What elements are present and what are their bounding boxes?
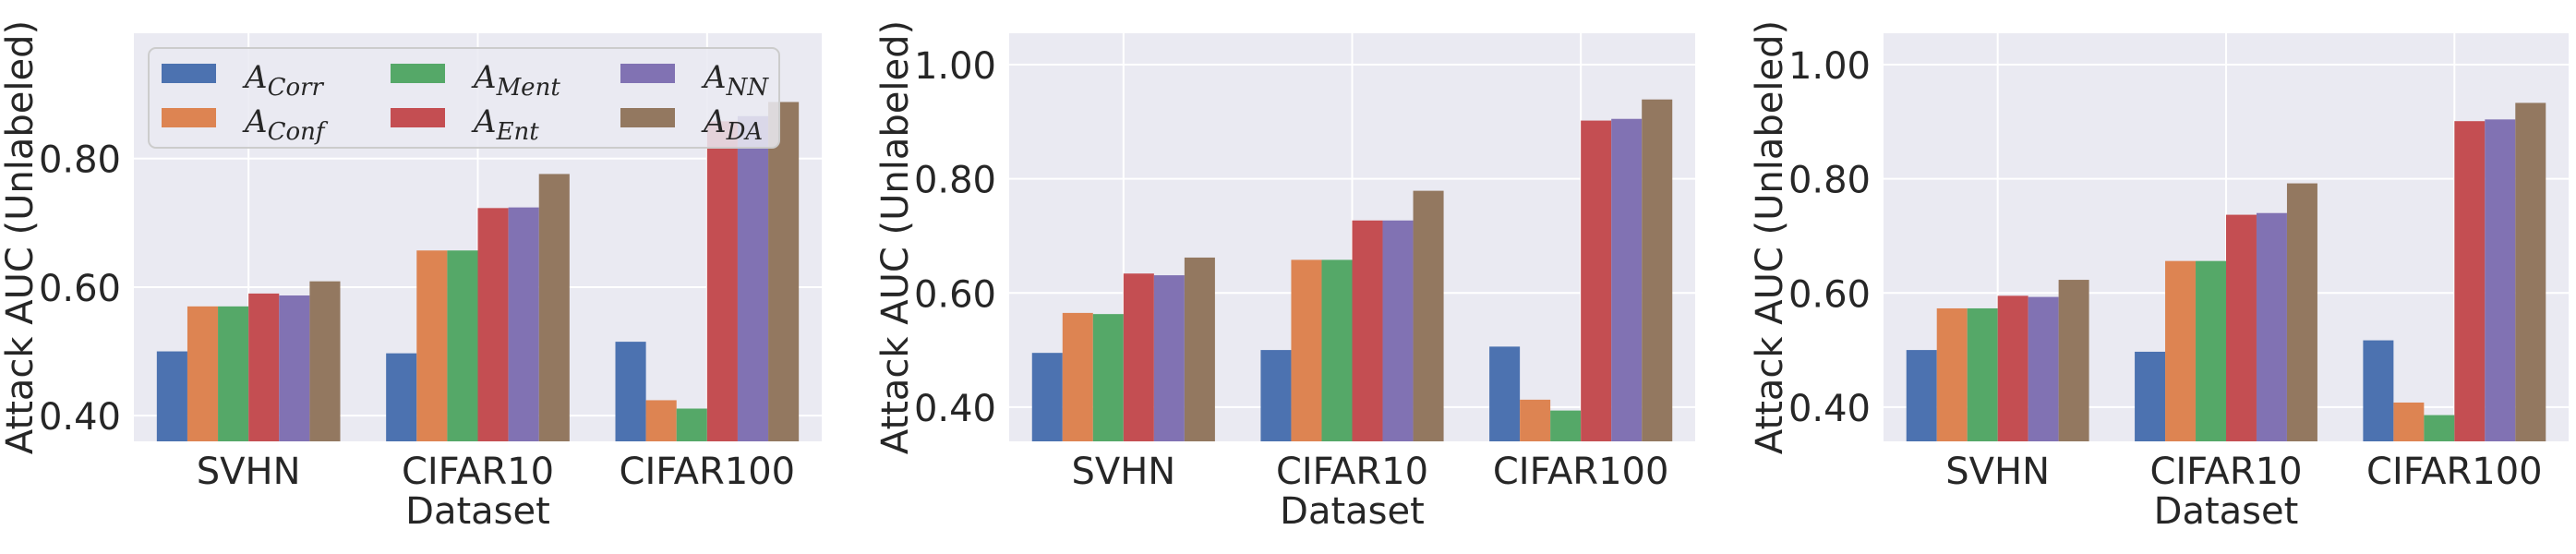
bar-da-svhn	[1184, 257, 1215, 441]
bar-corr-cifar100	[2363, 340, 2394, 441]
bar-conf-cifar10	[1291, 259, 1322, 441]
bar-ent-cifar10	[477, 208, 509, 441]
legend-label-conf: AConf	[242, 103, 329, 146]
y-tick-label: 0.40	[39, 396, 121, 439]
bar-ent-svhn	[1123, 273, 1154, 441]
y-tick-label: 0.80	[39, 139, 121, 182]
bar-ment-cifar10	[2196, 260, 2226, 441]
y-tick-label: 0.80	[914, 160, 996, 202]
chart-panel-3: 0.40 0.60 0.80 1.00 SVHN CIFAR10 CIFAR100 Datas…	[1749, 20, 2569, 533]
bar-nn-cifar10	[2256, 212, 2287, 441]
legend-label-da: ADA	[701, 103, 763, 146]
bar-ent-cifar10	[2226, 214, 2257, 441]
x-axis-label: Dataset	[1280, 490, 1425, 533]
bar-ment-cifar10	[447, 250, 478, 441]
bar-conf-svhn	[1936, 307, 1968, 441]
bar-ent-svhn	[1997, 295, 2028, 441]
bar-corr-cifar10	[1260, 350, 1292, 441]
y-tick-label: 0.60	[914, 273, 996, 316]
bar-conf-cifar10	[416, 250, 448, 441]
bar-conf-cifar10	[2165, 260, 2197, 441]
x-tick-label: CIFAR100	[1493, 451, 1669, 493]
bar-nn-cifar100	[737, 115, 769, 442]
bar-conf-svhn	[1062, 312, 1093, 441]
legend-swatch-nn	[620, 64, 675, 83]
bar-corr-cifar10	[386, 353, 417, 441]
bar-ment-svhn	[1092, 314, 1124, 441]
bar-ent-cifar10	[1352, 220, 1383, 441]
bar-da-svhn	[309, 281, 341, 441]
bar-ment-cifar100	[1550, 410, 1582, 441]
bar-conf-cifar100	[1520, 399, 1551, 441]
bar-nn-cifar100	[2485, 119, 2516, 441]
bar-corr-cifar100	[1489, 346, 1521, 441]
bar-conf-cifar100	[2393, 402, 2425, 441]
bar-ment-svhn	[1967, 307, 1998, 441]
bar-corr-svhn	[1031, 353, 1063, 441]
bar-da-cifar10	[2286, 183, 2317, 441]
bar-conf-svhn	[187, 306, 219, 441]
bar-corr-svhn	[1906, 350, 1937, 441]
y-tick-label: 0.40	[914, 388, 996, 430]
x-tick-label: SVHN	[197, 451, 301, 493]
bar-da-cifar10	[1413, 190, 1444, 442]
legend-box	[148, 47, 780, 149]
x-tick-label: CIFAR10	[402, 451, 554, 493]
bar-nn-cifar10	[508, 207, 539, 441]
bar-nn-svhn	[1153, 275, 1185, 441]
bar-ment-cifar100	[676, 408, 707, 441]
legend-label-corr: ACorr	[242, 59, 325, 102]
legend-label-ent: AEnt	[471, 103, 539, 146]
chart-panel-2: 0.40 0.60 0.80 1.00 SVHN CIFAR10 CIFAR100 Datas…	[874, 20, 1695, 533]
bar-nn-cifar10	[1382, 220, 1414, 441]
y-axis-label: Attack AUC (Unlabeled)	[874, 20, 917, 454]
legend-label-ment: AMent	[471, 59, 560, 102]
x-axis-label: Dataset	[2154, 490, 2299, 533]
legend-swatch-ment	[391, 64, 445, 83]
x-tick-label: CIFAR100	[2366, 451, 2543, 493]
bar-conf-cifar100	[645, 400, 677, 441]
bar-corr-cifar10	[2135, 351, 2166, 441]
y-tick-label: 1.00	[914, 45, 996, 88]
legend-swatch-conf	[162, 108, 216, 127]
bar-da-svhn	[2058, 280, 2089, 441]
y-tick-label: 0.40	[1788, 388, 1871, 430]
x-tick-label: CIFAR100	[620, 451, 796, 493]
bar-da-cifar100	[2515, 102, 2546, 441]
y-tick-label: 1.00	[1788, 45, 1871, 88]
y-tick-label: 0.60	[1788, 273, 1871, 316]
legend-label-nn: ANN	[701, 59, 769, 102]
bar-ent-cifar100	[2454, 121, 2486, 441]
bar-nn-cifar100	[1611, 118, 1643, 441]
x-tick-label: SVHN	[1071, 451, 1175, 493]
bar-nn-svhn	[279, 295, 310, 441]
bar-corr-svhn	[156, 351, 187, 441]
x-axis-label: Dataset	[405, 490, 550, 533]
bar-ment-cifar10	[1321, 259, 1353, 441]
legend-swatch-corr	[162, 64, 216, 83]
bar-ent-cifar100	[1581, 120, 1612, 441]
x-tick-label: CIFAR10	[2149, 451, 2302, 493]
y-axis-label: Attack AUC (Unlabeled)	[1749, 20, 1791, 454]
bar-da-cifar100	[768, 102, 800, 442]
chart-panel-1: 0.40 0.60 0.80 SVHN CIFAR10 CIFAR100 Dataset At…	[0, 20, 822, 533]
x-tick-label: SVHN	[1945, 451, 2050, 493]
y-tick-label: 0.60	[39, 268, 121, 310]
bar-ent-svhn	[248, 293, 280, 441]
bar-ent-cifar100	[706, 121, 738, 441]
legend-swatch-ent	[391, 108, 445, 127]
bar-da-cifar100	[1642, 99, 1673, 441]
legend-swatch-da	[620, 108, 675, 127]
y-axis-label: Attack AUC (Unlabeled)	[0, 20, 42, 454]
bar-ment-cifar100	[2424, 415, 2455, 441]
bar-ment-svhn	[218, 306, 249, 441]
y-tick-label: 0.80	[1788, 160, 1871, 202]
x-tick-label: CIFAR10	[1276, 451, 1428, 493]
bar-corr-cifar100	[615, 342, 646, 441]
bar-nn-svhn	[2028, 296, 2059, 441]
bar-da-cifar10	[538, 174, 570, 441]
